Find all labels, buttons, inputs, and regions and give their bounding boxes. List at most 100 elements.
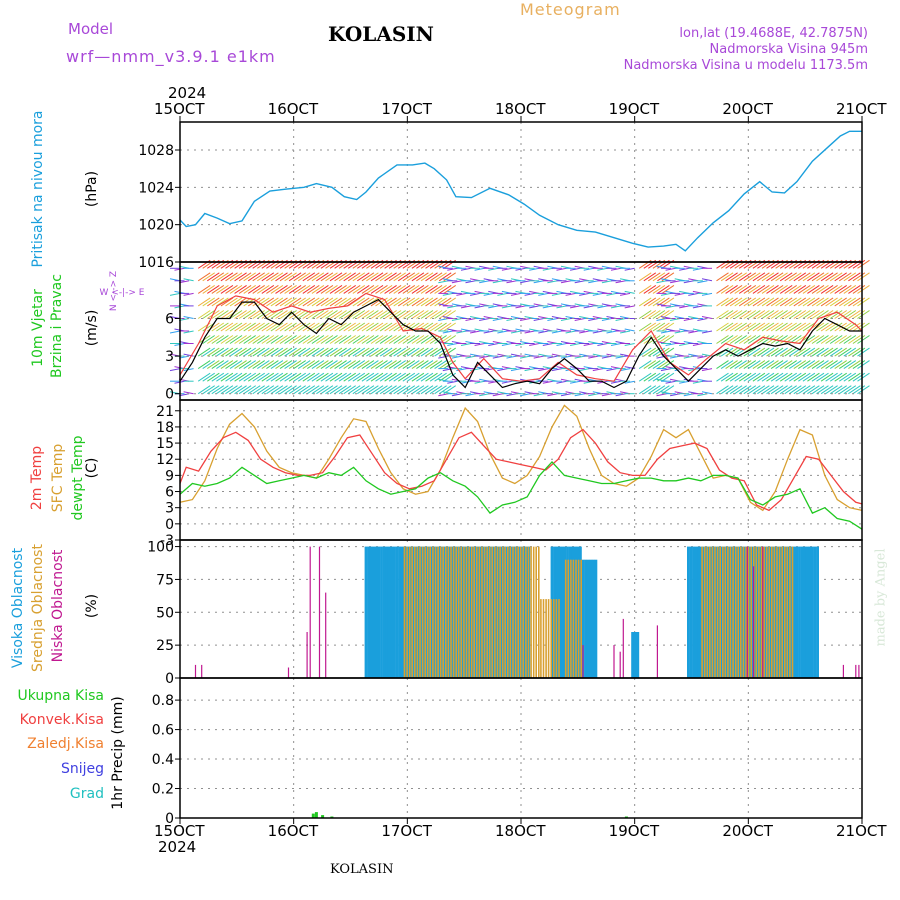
wind-barb [420, 372, 434, 382]
wind-barb [592, 292, 603, 296]
wind-barb [766, 272, 779, 282]
wind-barb [547, 355, 558, 359]
wind-barb [343, 272, 356, 282]
wind-barb [816, 372, 829, 382]
wind-barb [720, 322, 734, 332]
wind-barb [407, 272, 420, 282]
wind-barb [320, 335, 334, 344]
wind-barb [770, 347, 784, 357]
wind-barb [316, 385, 329, 395]
wind-barb [761, 297, 775, 307]
wind-barb [761, 322, 775, 332]
cloud-high-bar [712, 546, 716, 678]
wind-barb [229, 372, 243, 382]
wind-barb [789, 272, 802, 282]
wind-barb [529, 267, 540, 271]
wind-barb [825, 335, 838, 344]
wind-barb [761, 272, 775, 282]
wind-barb [643, 372, 657, 382]
wind-barb [820, 284, 834, 294]
wind-barb [220, 322, 234, 332]
wind-barb [510, 368, 522, 372]
precip-tick-label: 0.4 [152, 752, 174, 768]
wind-barb [379, 347, 393, 357]
wind-barb [834, 360, 847, 370]
wind-barb [729, 335, 743, 344]
wind-barb [316, 284, 329, 294]
wind-barb [325, 297, 338, 307]
wind-barb [183, 368, 194, 372]
wind-barb [266, 372, 279, 382]
model-name: wrf—nmm_v3.9.1 e1km [66, 47, 276, 66]
wind-barb [393, 385, 406, 395]
wind-barb [183, 292, 194, 296]
wind-barb [284, 385, 297, 395]
wind-barb [297, 385, 311, 395]
wind-barb [820, 372, 834, 382]
wind-barb [738, 322, 752, 332]
wind-barb [657, 322, 670, 332]
wind-barb [620, 330, 631, 334]
wind-barb [261, 335, 275, 344]
wind-barb [615, 355, 626, 359]
wind-barb [720, 284, 734, 294]
wind-barb [334, 310, 347, 319]
wind-barb [643, 310, 657, 319]
wind-barb [238, 310, 252, 319]
wind-barb [811, 347, 825, 357]
axis-tick-label: 15OCT [154, 822, 205, 840]
axis-tick-label: 20OCT [722, 100, 773, 118]
wind-barb [366, 372, 379, 382]
wind-barb [501, 380, 512, 384]
wind-barb [638, 272, 652, 282]
wind-barb [779, 372, 793, 382]
wind-barb [447, 380, 458, 384]
wind-barb [384, 385, 397, 395]
wind-barb [761, 372, 775, 382]
wind-barb [366, 322, 379, 332]
wind-barb [679, 305, 690, 309]
wind-barb [729, 297, 743, 307]
cloud-tick-label: 50 [156, 605, 174, 621]
wind-barb [220, 297, 234, 307]
wind-barb [829, 335, 843, 344]
wind-barb [234, 322, 247, 332]
wind-barb [779, 322, 793, 332]
wind-barb [757, 284, 770, 294]
wind-barb [302, 372, 316, 382]
wind-barb [197, 284, 211, 294]
wind-barb [679, 343, 690, 346]
wind-barb [202, 272, 215, 282]
wind-barb [456, 292, 467, 296]
wind-barb [347, 284, 361, 294]
cloud-high-bar [728, 546, 732, 678]
wind-barb [766, 385, 779, 395]
wind-barb [388, 272, 402, 282]
wind-barb [556, 380, 567, 384]
temp-sfc-line [179, 404, 863, 512]
wind-barb [370, 372, 384, 382]
wind-barb [216, 297, 229, 307]
wind-barb [343, 347, 356, 357]
wind-barb [738, 284, 752, 294]
wind-barb [738, 385, 752, 395]
cloud-high-bar [382, 546, 386, 678]
wind-barb [202, 385, 215, 395]
wind-barb [320, 272, 334, 282]
wind-barb [716, 297, 729, 307]
wind-barb [556, 343, 567, 346]
wind-barb [465, 355, 476, 359]
wind-barb [474, 267, 485, 271]
wind-barb [643, 284, 657, 294]
wind-barb [284, 335, 297, 344]
wind-barb [701, 368, 713, 372]
cloud-high-bar [367, 546, 370, 678]
wind-barb [734, 297, 747, 307]
wind-barb [825, 297, 838, 307]
wind-barb [352, 272, 366, 282]
wind-barb [743, 322, 757, 332]
cloud-high-bar [805, 546, 809, 678]
wind-barb [216, 284, 229, 294]
wind-barb [379, 385, 393, 395]
wind-barb [483, 292, 494, 296]
